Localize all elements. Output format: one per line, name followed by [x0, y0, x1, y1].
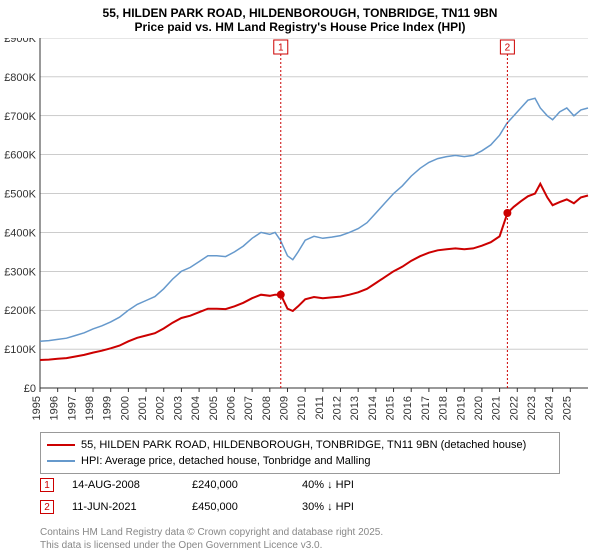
svg-text:2021: 2021 — [491, 396, 503, 420]
price-chart: £0 £100K £200K £300K £400K £500K £600K £700K £80… — [0, 38, 600, 428]
svg-text:£200K: £200K — [4, 305, 36, 317]
svg-text:2014: 2014 — [367, 396, 379, 420]
svg-text:2000: 2000 — [119, 396, 131, 420]
sale-diff-1: 40% ↓ HPI — [302, 479, 402, 491]
svg-text:£600K: £600K — [4, 150, 36, 162]
svg-text:2018: 2018 — [438, 396, 450, 420]
sale-row-2: 2 11-JUN-2021 £450,000 30% ↓ HPI — [40, 500, 402, 514]
svg-text:1997: 1997 — [66, 396, 78, 420]
legend-label: HPI: Average price, detached house, Tonb… — [81, 453, 370, 469]
svg-text:2023: 2023 — [526, 396, 538, 420]
svg-text:£500K: £500K — [4, 189, 36, 201]
footer-line-2: This data is licensed under the Open Gov… — [40, 539, 383, 552]
svg-text:2011: 2011 — [314, 396, 326, 420]
svg-text:2022: 2022 — [508, 396, 520, 420]
footer-text: Contains HM Land Registry data © Crown c… — [40, 526, 383, 552]
legend-item: HPI: Average price, detached house, Tonb… — [47, 453, 553, 469]
sale-price-1: £240,000 — [192, 479, 302, 491]
svg-text:£0: £0 — [24, 383, 36, 395]
svg-text:1: 1 — [278, 43, 284, 54]
legend-swatch — [47, 460, 75, 462]
legend-label: 55, HILDEN PARK ROAD, HILDENBOROUGH, TON… — [81, 437, 526, 453]
sale-price-2: £450,000 — [192, 501, 302, 513]
svg-text:1995: 1995 — [31, 396, 43, 420]
svg-text:2025: 2025 — [561, 396, 573, 420]
chart-area: £0 £100K £200K £300K £400K £500K £600K £700K £80… — [0, 38, 600, 428]
svg-text:1999: 1999 — [102, 396, 114, 420]
svg-text:2010: 2010 — [296, 396, 308, 420]
svg-text:£700K: £700K — [4, 111, 36, 123]
svg-text:1996: 1996 — [49, 396, 61, 420]
svg-text:2015: 2015 — [385, 396, 397, 420]
page-subtitle: Price paid vs. HM Land Registry's House … — [0, 20, 600, 38]
svg-text:2012: 2012 — [332, 396, 344, 420]
svg-text:2016: 2016 — [402, 396, 414, 420]
svg-text:2013: 2013 — [349, 396, 361, 420]
svg-text:£900K: £900K — [4, 38, 36, 45]
legend: 55, HILDEN PARK ROAD, HILDENBOROUGH, TON… — [40, 432, 560, 474]
footer-line-1: Contains HM Land Registry data © Crown c… — [40, 526, 383, 539]
svg-text:2005: 2005 — [208, 396, 220, 420]
svg-text:£800K: £800K — [4, 72, 36, 84]
sale-marker-2: 2 — [40, 500, 54, 514]
sale-marker-1: 1 — [40, 478, 54, 492]
svg-text:2003: 2003 — [172, 396, 184, 420]
svg-text:2: 2 — [505, 43, 511, 54]
svg-text:2002: 2002 — [155, 396, 167, 420]
svg-text:2001: 2001 — [137, 396, 149, 420]
svg-text:£400K: £400K — [4, 227, 36, 239]
svg-text:2009: 2009 — [278, 396, 290, 420]
svg-text:2007: 2007 — [243, 396, 255, 420]
sale-date-1: 14-AUG-2008 — [72, 479, 192, 491]
sale-diff-2: 30% ↓ HPI — [302, 501, 402, 513]
svg-text:2008: 2008 — [261, 396, 273, 420]
svg-text:2019: 2019 — [455, 396, 467, 420]
svg-text:2006: 2006 — [225, 396, 237, 420]
svg-text:2024: 2024 — [544, 396, 556, 420]
legend-item: 55, HILDEN PARK ROAD, HILDENBOROUGH, TON… — [47, 437, 553, 453]
svg-text:£100K: £100K — [4, 344, 36, 356]
svg-text:2004: 2004 — [190, 396, 202, 420]
svg-text:2017: 2017 — [420, 396, 432, 420]
svg-text:2020: 2020 — [473, 396, 485, 420]
svg-text:1998: 1998 — [84, 396, 96, 420]
sale-date-2: 11-JUN-2021 — [72, 501, 192, 513]
svg-text:£300K: £300K — [4, 266, 36, 278]
page-title: 55, HILDEN PARK ROAD, HILDENBOROUGH, TON… — [0, 0, 600, 20]
sale-row-1: 1 14-AUG-2008 £240,000 40% ↓ HPI — [40, 478, 402, 492]
legend-swatch — [47, 444, 75, 446]
